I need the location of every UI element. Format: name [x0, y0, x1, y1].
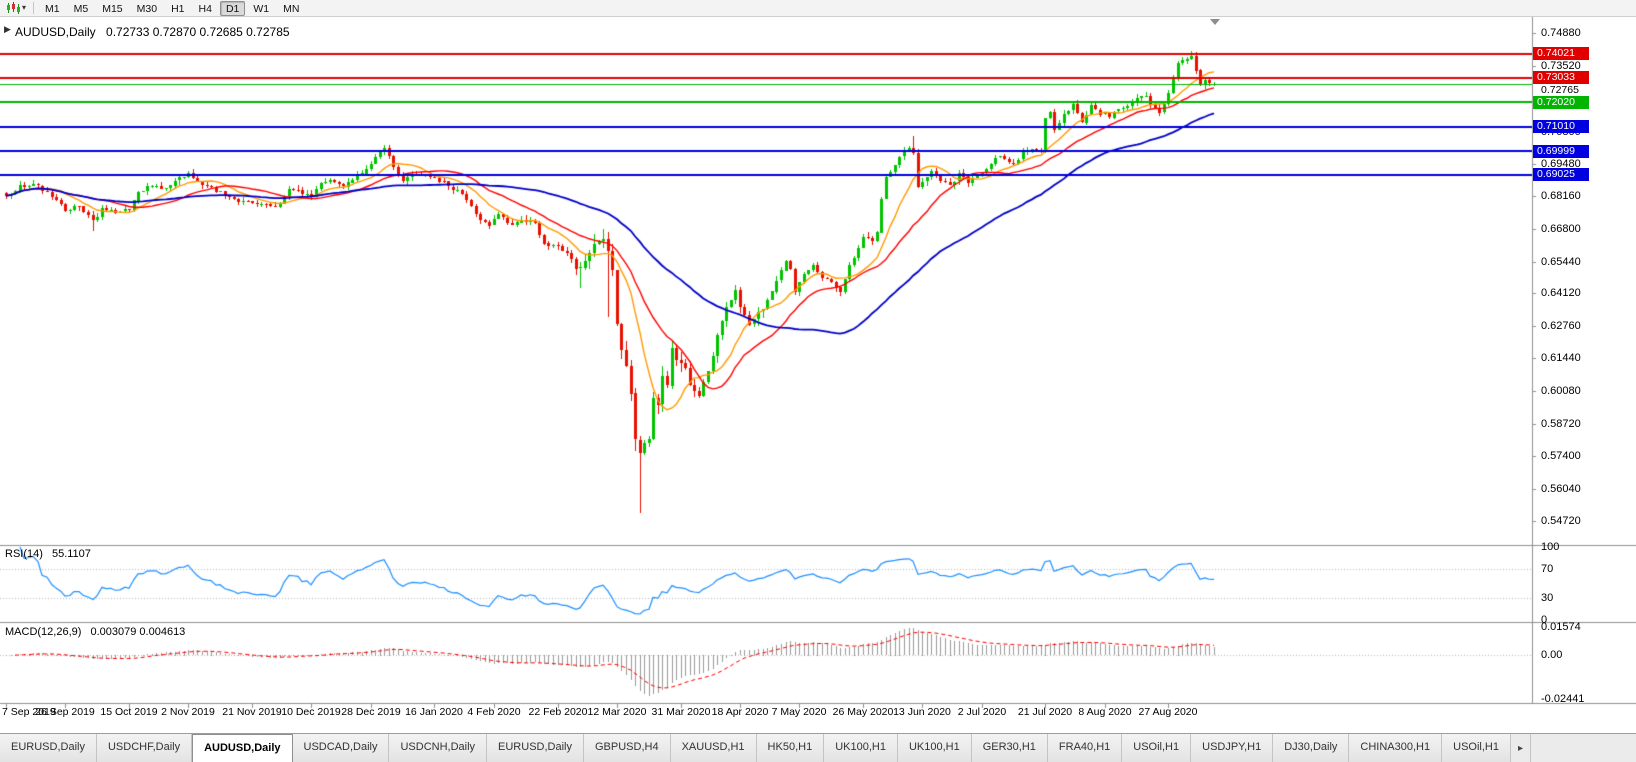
timeframe-button-H4[interactable]: H4: [198, 2, 212, 15]
timeframe-button-M15[interactable]: M15: [102, 2, 123, 15]
timeframe-button-M1[interactable]: M1: [45, 2, 60, 15]
timeframe-button-M30[interactable]: M30: [136, 2, 158, 15]
chart-tab-USOil-H1[interactable]: USOil,H1: [1122, 734, 1192, 762]
chart-tab-USDCAD-Daily[interactable]: USDCAD,Daily: [292, 734, 390, 762]
candlestick-chart-icon: [7, 2, 20, 14]
chart-tab-CHINA300-H1[interactable]: CHINA300,H1: [1349, 734, 1443, 762]
chart-tab-USOil-H1[interactable]: USOil,H1: [1442, 734, 1511, 762]
timeframe-button-W1[interactable]: W1: [253, 2, 270, 15]
chart-tab-bar: EURUSD,Daily USDCHF,Daily AUDUSD,Daily USDC…: [0, 733, 1636, 762]
timeframe-button-MN[interactable]: MN: [283, 2, 300, 15]
toolbar-separator: [33, 2, 35, 14]
chart-tab-DJ30-Daily[interactable]: DJ30,Daily: [1273, 734, 1350, 762]
timeframe-buttons: M1 M5 M15 M30 H1 H4 D1 W1 MN: [38, 0, 306, 16]
chart-tab-UK100-H1[interactable]: UK100,H1: [824, 734, 898, 762]
toolbar: ▾ M1 M5 M15 M30 H1 H4 D1 W1 MN: [0, 0, 1636, 17]
chart-tab-USDCNH-Daily[interactable]: USDCNH,Daily: [389, 734, 488, 762]
chart-type-dropdown[interactable]: ▾: [3, 1, 29, 16]
chart-tab-EURUSD-Daily[interactable]: EURUSD,Daily: [487, 734, 584, 762]
chart-tab-UK100-H1[interactable]: UK100,H1: [897, 734, 972, 762]
chart-tab-GBPUSD-H4[interactable]: GBPUSD,H4: [584, 734, 671, 762]
timeframe-button-M5[interactable]: M5: [73, 2, 89, 15]
chevron-down-icon: ▾: [22, 3, 27, 12]
chart-tab-USDCHF-Daily[interactable]: USDCHF,Daily: [96, 734, 193, 762]
chart-tab-FRA40-H1[interactable]: FRA40,H1: [1047, 734, 1123, 762]
chart-tab-AUDUSD-Daily[interactable]: AUDUSD,Daily: [192, 734, 293, 762]
price-chart-canvas[interactable]: [0, 17, 1636, 733]
chart-tab-HK50-H1[interactable]: HK50,H1: [756, 734, 825, 762]
timeframe-button-H1[interactable]: H1: [171, 2, 185, 15]
chart-tab-XAUUSD-H1[interactable]: XAUUSD,H1: [670, 734, 757, 762]
chart-tab-USDJPY-H1[interactable]: USDJPY,H1: [1191, 734, 1274, 762]
timeframe-button-D1[interactable]: D1: [219, 0, 246, 16]
chart-tab-GER30-H1[interactable]: GER30,H1: [971, 734, 1048, 762]
tab-scroll-right-button[interactable]: ▸: [1511, 734, 1531, 762]
chart-tab-EURUSD-Daily[interactable]: EURUSD,Daily: [0, 734, 97, 762]
